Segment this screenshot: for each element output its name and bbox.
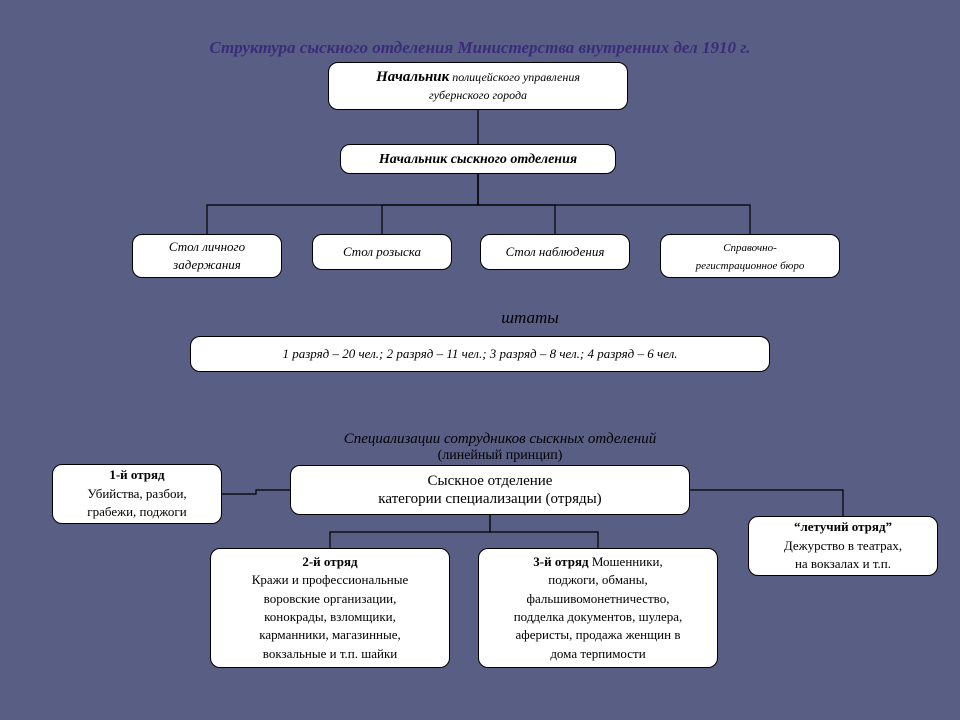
edge-det_dept_center-flying_squad: [690, 490, 843, 516]
node-text: Начальник сыскного отделения: [379, 152, 577, 167]
edge-head_detective-bureau: [478, 174, 750, 234]
node-text: на вокзалах и т.п.: [795, 556, 891, 571]
spec_label_line2: (линейный принцип): [270, 448, 730, 465]
node-text: Стол наблюдения: [506, 244, 605, 259]
node-desk_detention: Стол личного задержания: [132, 234, 282, 278]
node-text: губернского города: [429, 88, 527, 102]
node-text: Стол розыска: [343, 244, 421, 259]
node-text: Мошенники,: [589, 554, 663, 569]
staff_label: штаты: [470, 308, 590, 328]
node-text: Сыскное отделение: [428, 473, 553, 489]
spec_label_line1: Специализации сотрудников сыскных отделе…: [270, 430, 730, 448]
edge-head_detective-desk_detention: [207, 174, 478, 234]
node-head_police: Начальник полицейского управления губернс…: [328, 62, 628, 110]
node-text: поджоги, обманы,: [548, 572, 647, 587]
node-text: категории специализации (отряды): [378, 491, 601, 507]
edge-det_dept_center-squad1: [222, 490, 290, 494]
node-desk_search: Стол розыска: [312, 234, 452, 270]
node-text: Начальник: [376, 69, 449, 85]
node-text: Дежурство в театрах,: [784, 538, 902, 553]
node-text: полицейского управления: [449, 70, 580, 84]
edge-det_dept_center-squad2: [330, 515, 490, 548]
node-text: воровские организации,: [264, 591, 397, 606]
node-text: фальшивомонетничество,: [527, 591, 670, 606]
node-text: дома терпимости: [550, 646, 645, 661]
node-squad3: 3-й отряд Мошенники, поджоги, обманы, фаль…: [478, 548, 718, 668]
node-text: грабежи, поджоги: [87, 504, 186, 519]
node-text: Справочно-: [723, 242, 777, 254]
node-text: 1-й отряд: [109, 467, 164, 482]
node-text: “летучий отряд”: [794, 519, 892, 534]
diagram-stage: Структура сыскного отделения Министерств…: [0, 0, 960, 720]
node-text: Стол личного: [169, 239, 245, 254]
edge-head_detective-desk_surveillance: [478, 174, 555, 234]
node-squad1: 1-й отряд Убийства, разбои, грабежи, поджо…: [52, 464, 222, 524]
node-text: регистрационное бюро: [696, 260, 805, 272]
node-head_detective: Начальник сыскного отделения: [340, 144, 616, 174]
node-bureau: Справочно-регистрационное бюро: [660, 234, 840, 278]
node-text: 3-й отряд: [533, 554, 588, 569]
node-staff_ranks: 1 разряд – 20 чел.; 2 разряд – 11 чел.; …: [190, 336, 770, 372]
node-text: конокрады, взломщики,: [264, 609, 396, 624]
node-text: аферисты, продажа женщин в: [516, 627, 681, 642]
node-text: 1 разряд – 20 чел.; 2 разряд – 11 чел.; …: [282, 346, 677, 361]
diagram-title: Структура сыскного отделения Министерств…: [110, 38, 850, 58]
edge-det_dept_center-squad3: [490, 515, 598, 548]
node-flying_squad: “летучий отряд” Дежурство в театрах, на во…: [748, 516, 938, 576]
node-text: Кражи и профессиональные: [252, 572, 409, 587]
node-squad2: 2-й отряд Кражи и профессиональные воровск…: [210, 548, 450, 668]
node-text: карманники, магазинные,: [259, 627, 401, 642]
node-text: Убийства, разбои,: [87, 486, 186, 501]
node-text: подделка документов, шулера,: [514, 609, 683, 624]
node-det_dept_center: Сыскное отделение категории специализации…: [290, 465, 690, 515]
node-text: 2-й отряд: [302, 554, 357, 569]
edge-head_detective-desk_search: [382, 174, 478, 234]
node-text: задержания: [173, 257, 241, 272]
node-text: вокзальные и т.п. шайки: [263, 646, 397, 661]
node-desk_surveillance: Стол наблюдения: [480, 234, 630, 270]
